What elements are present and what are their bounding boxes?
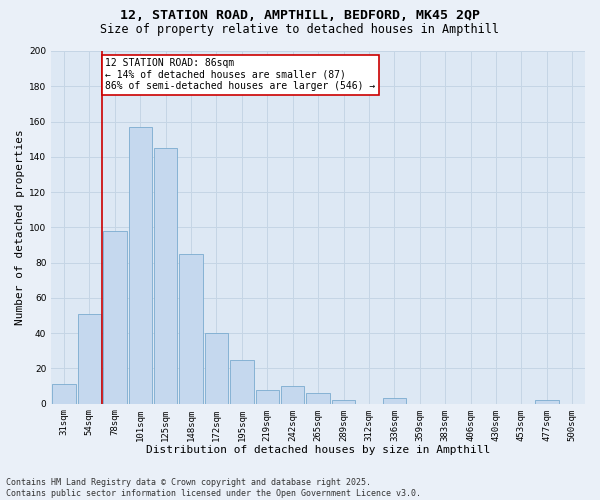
Bar xyxy=(256,390,279,404)
Bar xyxy=(78,314,101,404)
Y-axis label: Number of detached properties: Number of detached properties xyxy=(15,130,25,325)
Bar xyxy=(307,393,330,404)
Bar xyxy=(52,384,76,404)
Text: Size of property relative to detached houses in Ampthill: Size of property relative to detached ho… xyxy=(101,22,499,36)
Bar xyxy=(535,400,559,404)
Bar xyxy=(128,127,152,404)
Text: 12, STATION ROAD, AMPTHILL, BEDFORD, MK45 2QP: 12, STATION ROAD, AMPTHILL, BEDFORD, MK4… xyxy=(120,9,480,22)
Bar xyxy=(103,231,127,404)
X-axis label: Distribution of detached houses by size in Ampthill: Distribution of detached houses by size … xyxy=(146,445,490,455)
Bar xyxy=(281,386,304,404)
Text: 12 STATION ROAD: 86sqm
← 14% of detached houses are smaller (87)
86% of semi-det: 12 STATION ROAD: 86sqm ← 14% of detached… xyxy=(105,58,376,92)
Bar xyxy=(154,148,178,404)
Bar xyxy=(230,360,254,404)
Text: Contains HM Land Registry data © Crown copyright and database right 2025.
Contai: Contains HM Land Registry data © Crown c… xyxy=(6,478,421,498)
Bar xyxy=(179,254,203,404)
Bar xyxy=(383,398,406,404)
Bar xyxy=(205,333,228,404)
Bar xyxy=(332,400,355,404)
